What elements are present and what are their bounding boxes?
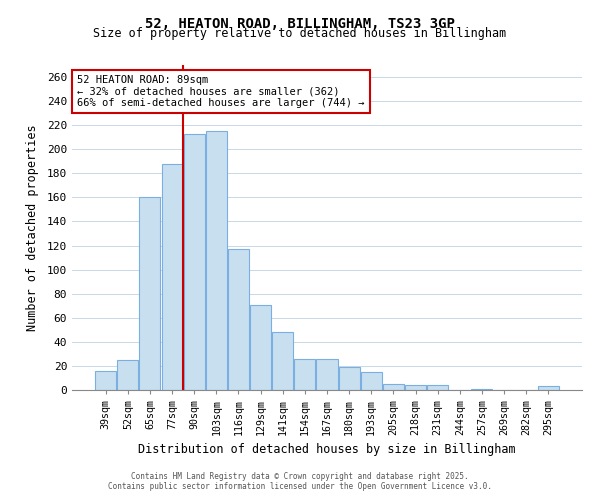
Bar	[383, 384, 404, 390]
Bar	[206, 131, 227, 390]
Text: Contains HM Land Registry data © Crown copyright and database right 2025.: Contains HM Land Registry data © Crown c…	[131, 472, 469, 481]
Text: 52 HEATON ROAD: 89sqm
← 32% of detached houses are smaller (362)
66% of semi-det: 52 HEATON ROAD: 89sqm ← 32% of detached …	[77, 74, 365, 108]
Text: Size of property relative to detached houses in Billingham: Size of property relative to detached ho…	[94, 28, 506, 40]
Bar	[161, 164, 182, 390]
Bar	[272, 332, 293, 390]
Bar	[538, 386, 559, 390]
Bar	[118, 360, 139, 390]
Bar	[472, 389, 493, 390]
Bar	[250, 304, 271, 390]
Bar	[95, 370, 116, 390]
Y-axis label: Number of detached properties: Number of detached properties	[26, 124, 38, 331]
Text: 52, HEATON ROAD, BILLINGHAM, TS23 3GP: 52, HEATON ROAD, BILLINGHAM, TS23 3GP	[145, 18, 455, 32]
Bar	[184, 134, 205, 390]
Bar	[427, 385, 448, 390]
Bar	[139, 198, 160, 390]
Text: Contains public sector information licensed under the Open Government Licence v3: Contains public sector information licen…	[108, 482, 492, 491]
Bar	[405, 385, 426, 390]
Bar	[295, 358, 316, 390]
X-axis label: Distribution of detached houses by size in Billingham: Distribution of detached houses by size …	[138, 444, 516, 456]
Bar	[338, 367, 359, 390]
Bar	[316, 358, 338, 390]
Bar	[228, 249, 249, 390]
Bar	[361, 372, 382, 390]
